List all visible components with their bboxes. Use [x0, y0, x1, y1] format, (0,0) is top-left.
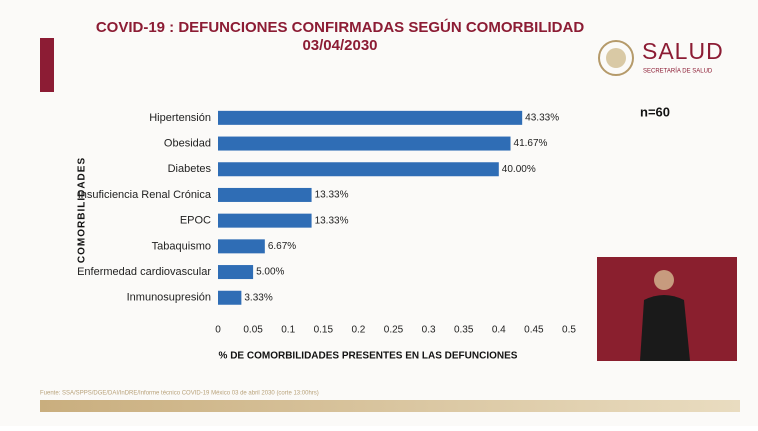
y-tick-label: Hipertensión: [149, 112, 211, 124]
y-tick-label: Tabaquismo: [152, 240, 211, 252]
y-tick-label: Insuficiencia Renal Crónica: [78, 189, 212, 201]
value-label: 3.33%: [244, 292, 272, 303]
chart-subtitle: 03/04/2030: [302, 37, 377, 54]
accent-bar: [40, 38, 54, 92]
logo-seal-inner: [606, 48, 626, 68]
y-tick-label: Obesidad: [164, 137, 211, 149]
x-tick-label: 0.4: [492, 325, 506, 336]
logo-title: SALUD: [642, 38, 724, 64]
bar: [218, 187, 312, 202]
interpreter-head: [654, 270, 674, 290]
logo-subtitle: SECRETARÍA DE SALUD: [643, 68, 713, 75]
x-tick-label: 0.1: [281, 325, 295, 336]
y-tick-label: Enfermedad cardiovascular: [77, 266, 211, 278]
x-tick-label: 0.05: [243, 325, 263, 336]
bar: [218, 162, 499, 177]
x-tick-label: 0.25: [384, 325, 404, 336]
x-tick-label: 0.45: [524, 325, 544, 336]
chart-title: COVID-19 : DEFUNCIONES CONFIRMADAS SEGÚN…: [96, 18, 585, 36]
x-tick-label: 0.3: [422, 325, 436, 336]
bar: [218, 290, 242, 305]
y-tick-label: Diabetes: [168, 163, 212, 175]
x-tick-label: 0.5: [562, 325, 576, 336]
x-tick-label: 0.15: [314, 325, 334, 336]
x-tick-label: 0.2: [351, 325, 365, 336]
footer-band: [40, 400, 740, 412]
value-label: 13.33%: [315, 190, 349, 201]
bar: [218, 265, 254, 280]
value-label: 6.67%: [268, 241, 296, 252]
logo-seal: [598, 40, 634, 76]
x-tick-label: 0: [215, 325, 221, 336]
y-tick-label: Inmunosupresión: [127, 292, 211, 304]
value-label: 43.33%: [525, 112, 559, 123]
value-label: 41.67%: [514, 138, 548, 149]
bar: [218, 239, 265, 254]
source-note: Fuente: SSA/SPPS/DGE/DAI/InDRE/Informe t…: [40, 391, 319, 397]
value-label: 13.33%: [315, 215, 349, 226]
y-tick-label: EPOC: [180, 215, 211, 227]
bar: [218, 110, 523, 125]
value-label: 40.00%: [502, 164, 536, 175]
x-tick-label: 0.35: [454, 325, 474, 336]
bar: [218, 136, 511, 151]
interpreter-body: [640, 295, 690, 361]
n-annotation: n=60: [640, 104, 670, 119]
value-label: 5.00%: [256, 267, 284, 278]
bar: [218, 213, 312, 228]
y-axis-label: COMORBILIDADES: [77, 157, 88, 263]
x-axis-label: % DE COMORBILIDADES PRESENTES EN LAS DEF…: [219, 351, 518, 362]
